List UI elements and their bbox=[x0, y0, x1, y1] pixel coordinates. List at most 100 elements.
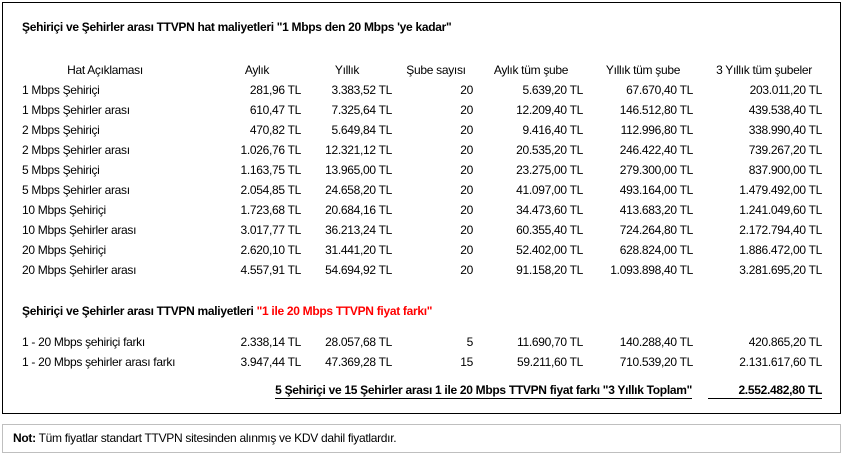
table-cell: 31.441,20 TL bbox=[325, 243, 392, 257]
section2-title: Şehiriçi ve Şehirler arası TTVPN maliyet… bbox=[22, 304, 432, 318]
table-cell: 11.690,70 TL bbox=[516, 335, 583, 349]
table-cell: 20 bbox=[460, 243, 473, 257]
table-cell: 140.288,40 TL bbox=[619, 335, 694, 349]
section2-title-prefix: Şehiriçi ve Şehirler arası TTVPN maliyet… bbox=[22, 304, 257, 318]
row-label: 1 Mbps Şehirler arası bbox=[22, 103, 130, 117]
column-header: Hat Açıklaması bbox=[67, 63, 143, 77]
column-header: Yıllık bbox=[334, 63, 360, 77]
table-cell: 47.369,28 TL bbox=[325, 355, 392, 369]
table-cell: 203.011,20 TL bbox=[749, 83, 823, 97]
table-cell: 20.684,16 TL bbox=[325, 203, 392, 217]
row-label: 2 Mbps Şehiriçi bbox=[22, 123, 100, 137]
table-cell: 1.886.472,00 TL bbox=[739, 243, 822, 257]
table-cell: 20.535,20 TL bbox=[516, 143, 583, 157]
table-cell: 36.213,24 TL bbox=[325, 223, 392, 237]
column-header: Yıllık tüm şube bbox=[605, 63, 681, 77]
table-cell: 91.158,20 TL bbox=[516, 263, 583, 277]
table-cell: 112.996,80 TL bbox=[620, 123, 694, 137]
table-cell: 23.275,00 TL bbox=[516, 163, 583, 177]
note-label: Not: bbox=[13, 431, 36, 445]
table-cell: 3.017,77 TL bbox=[240, 223, 301, 237]
table-cell: 60.355,40 TL bbox=[516, 223, 583, 237]
column-header: Şube sayısı bbox=[406, 63, 466, 77]
table-cell: 420.865,20 TL bbox=[748, 335, 823, 349]
column-header: 3 Yıllık tüm şubeler bbox=[716, 63, 812, 77]
table-cell: 5.649,84 TL bbox=[331, 123, 392, 137]
table-cell: 246.422,40 TL bbox=[619, 143, 694, 157]
table-cell: 710.539,20 TL bbox=[619, 355, 694, 369]
table-cell: 9.416,40 TL bbox=[522, 123, 583, 137]
table-cell: 338.990,40 TL bbox=[748, 123, 823, 137]
table-cell: 12.209,40 TL bbox=[516, 103, 583, 117]
row-label: 5 Mbps Şehiriçi bbox=[22, 163, 100, 177]
row-label: 20 Mbps Şehirler arası bbox=[22, 263, 137, 277]
table-cell: 24.658,20 TL bbox=[325, 183, 392, 197]
table-cell: 67.670,40 TL bbox=[626, 83, 693, 97]
note-text: Tüm fiyatlar standart TTVPN sitesinden a… bbox=[35, 431, 397, 445]
row-label: 20 Mbps Şehiriçi bbox=[22, 243, 106, 257]
note-box bbox=[2, 424, 841, 453]
table-cell: 413.683,20 TL bbox=[619, 203, 694, 217]
row-label: 1 - 20 Mbps şehirler arası farkı bbox=[22, 355, 176, 369]
total-label: 5 Şehiriçi ve 15 Şehirler arası 1 ile 20… bbox=[275, 383, 692, 399]
table-cell: 20 bbox=[460, 203, 473, 217]
table-cell: 54.694,92 TL bbox=[325, 263, 392, 277]
table-cell: 2.172.794,40 TL bbox=[739, 223, 822, 237]
table-cell: 2.338,14 TL bbox=[240, 335, 301, 349]
table-cell: 20 bbox=[460, 263, 473, 277]
table-cell: 2.620,10 TL bbox=[240, 243, 301, 257]
table-cell: 4.557,91 TL bbox=[240, 263, 301, 277]
table-cell: 1.723,68 TL bbox=[240, 203, 301, 217]
table-cell: 3.947,44 TL bbox=[240, 355, 301, 369]
table-cell: 279.300,00 TL bbox=[619, 163, 694, 177]
column-header: Aylık bbox=[244, 63, 270, 77]
table-cell: 3.383,52 TL bbox=[331, 83, 392, 97]
table-cell: 439.538,40 TL bbox=[748, 103, 823, 117]
table-cell: 7.325,64 TL bbox=[331, 103, 392, 117]
row-label: 1 Mbps Şehiriçi bbox=[22, 83, 100, 97]
table-cell: 628.824,00 TL bbox=[619, 243, 694, 257]
table-cell: 837.900,00 TL bbox=[748, 163, 823, 177]
row-label: 10 Mbps Şehirler arası bbox=[22, 223, 137, 237]
section2-title-highlight: "1 ile 20 Mbps TTVPN fiyat farkı" bbox=[256, 304, 433, 318]
table-cell: 724.264,80 TL bbox=[619, 223, 694, 237]
table-cell: 739.267,20 TL bbox=[748, 143, 823, 157]
table-cell: 13.965,00 TL bbox=[325, 163, 392, 177]
table-cell: 281,96 TL bbox=[249, 83, 301, 97]
table-cell: 34.473,60 TL bbox=[516, 203, 583, 217]
table-cell: 1.026,76 TL bbox=[240, 143, 301, 157]
table-cell: 12.321,12 TL bbox=[325, 143, 392, 157]
table-cell: 1.163,75 TL bbox=[240, 163, 301, 177]
row-label: 5 Mbps Şehirler arası bbox=[22, 183, 130, 197]
table-cell: 2.054,85 TL bbox=[240, 183, 301, 197]
table-cell: 1.093.898,40 TL bbox=[610, 263, 693, 277]
row-label: 10 Mbps Şehiriçi bbox=[22, 203, 106, 217]
table-cell: 20 bbox=[460, 183, 473, 197]
row-label: 1 - 20 Mbps şehiriçi farkı bbox=[22, 335, 145, 349]
table-cell: 1.479.492,00 TL bbox=[739, 183, 822, 197]
table-cell: 20 bbox=[460, 143, 473, 157]
table-cell: 28.057,68 TL bbox=[325, 335, 392, 349]
page-title: Şehiriçi ve Şehirler arası TTVPN hat mal… bbox=[22, 20, 452, 34]
table-cell: 41.097,00 TL bbox=[516, 183, 583, 197]
table-cell: 59.211,60 TL bbox=[516, 355, 583, 369]
table-cell: 3.281.695,20 TL bbox=[739, 263, 822, 277]
table-cell: 5 bbox=[466, 335, 474, 349]
table-cell: 20 bbox=[460, 103, 473, 117]
row-label: 2 Mbps Şehirler arası bbox=[22, 143, 130, 157]
table-cell: 20 bbox=[460, 83, 473, 97]
table-cell: 20 bbox=[460, 163, 473, 177]
total-value: 2.552.482,80 TL bbox=[708, 383, 822, 399]
table-cell: 20 bbox=[460, 223, 473, 237]
table-cell: 146.512,80 TL bbox=[619, 103, 694, 117]
table-cell: 610,47 TL bbox=[249, 103, 301, 117]
table-cell: 493.164,00 TL bbox=[619, 183, 694, 197]
table-cell: 1.241.049,60 TL bbox=[739, 203, 822, 217]
cost-table-panel bbox=[2, 2, 841, 414]
note: Not: Tüm fiyatlar standart TTVPN sitesin… bbox=[13, 431, 397, 445]
table-cell: 20 bbox=[460, 123, 473, 137]
table-cell: 52.402,00 TL bbox=[516, 243, 583, 257]
table-cell: 5.639,20 TL bbox=[522, 83, 583, 97]
column-header: Aylık tüm şube bbox=[493, 63, 569, 77]
table-cell: 470,82 TL bbox=[249, 123, 301, 137]
